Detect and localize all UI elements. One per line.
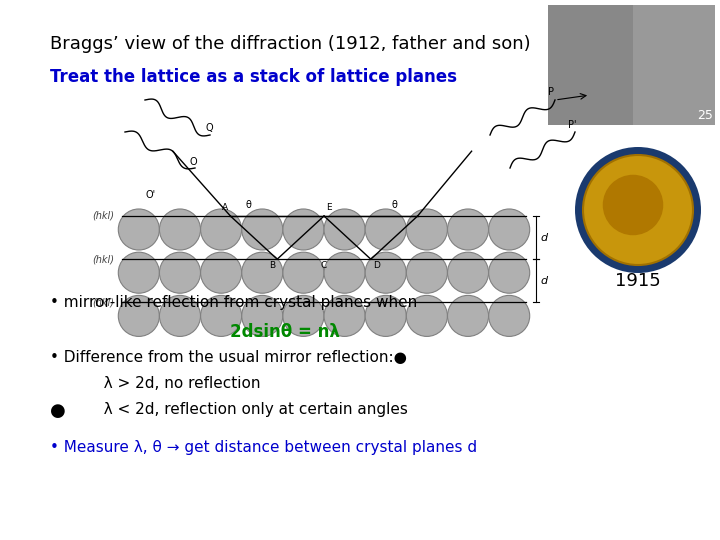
Circle shape (406, 252, 447, 293)
Circle shape (201, 209, 242, 250)
Text: • Difference from the usual mirror reflection:●: • Difference from the usual mirror refle… (50, 350, 407, 365)
Circle shape (448, 295, 489, 336)
Circle shape (489, 252, 530, 293)
Circle shape (324, 209, 365, 250)
Circle shape (242, 209, 283, 250)
Text: P': P' (568, 120, 577, 130)
Circle shape (324, 295, 365, 336)
Circle shape (448, 252, 489, 293)
Circle shape (159, 295, 200, 336)
Text: • mirror-like reflection from crystal planes when: • mirror-like reflection from crystal pl… (50, 295, 418, 310)
Circle shape (283, 252, 324, 293)
Text: P: P (548, 87, 554, 97)
Text: λ > 2d, no reflection: λ > 2d, no reflection (50, 376, 261, 391)
Circle shape (242, 295, 283, 336)
Circle shape (575, 147, 701, 273)
Circle shape (406, 209, 447, 250)
Circle shape (603, 175, 663, 235)
Text: (hkl): (hkl) (92, 254, 114, 264)
Text: 1915: 1915 (615, 272, 661, 290)
Circle shape (159, 209, 200, 250)
Circle shape (583, 155, 693, 265)
Circle shape (242, 252, 283, 293)
Text: d: d (541, 233, 548, 242)
Text: E: E (326, 203, 332, 212)
Text: O': O' (145, 190, 155, 200)
Text: d: d (541, 276, 548, 286)
Text: (hkl): (hkl) (92, 298, 114, 307)
Circle shape (118, 252, 159, 293)
Bar (633, 5, 715, 125)
Text: ●: ● (50, 402, 66, 420)
Text: O: O (190, 157, 197, 167)
Text: (hkl): (hkl) (92, 211, 114, 221)
Circle shape (118, 209, 159, 250)
Bar (548, 5, 633, 125)
Circle shape (201, 295, 242, 336)
Circle shape (406, 295, 447, 336)
Text: 2dsinθ = nλ: 2dsinθ = nλ (230, 323, 340, 341)
Circle shape (201, 252, 242, 293)
Text: C: C (321, 261, 327, 270)
Text: θ: θ (246, 200, 251, 210)
Text: • Measure λ, θ → get distance between crystal planes d: • Measure λ, θ → get distance between cr… (50, 440, 477, 455)
Circle shape (118, 295, 159, 336)
Text: D: D (373, 261, 379, 270)
Text: B: B (269, 261, 275, 270)
Circle shape (489, 209, 530, 250)
Text: 25: 25 (697, 109, 713, 122)
Text: θ: θ (392, 200, 397, 210)
Text: λ < 2d, reflection only at certain angles: λ < 2d, reflection only at certain angle… (50, 402, 408, 417)
Text: Braggs’ view of the diffraction (1912, father and son): Braggs’ view of the diffraction (1912, f… (50, 35, 531, 53)
Circle shape (324, 252, 365, 293)
Text: A: A (222, 203, 228, 212)
Circle shape (283, 295, 324, 336)
Text: Treat the lattice as a stack of lattice planes: Treat the lattice as a stack of lattice … (50, 68, 457, 86)
Circle shape (365, 252, 406, 293)
Text: Q: Q (205, 123, 212, 133)
Circle shape (283, 209, 324, 250)
Circle shape (159, 252, 200, 293)
Circle shape (365, 295, 406, 336)
Circle shape (489, 295, 530, 336)
Circle shape (448, 209, 489, 250)
Circle shape (365, 209, 406, 250)
